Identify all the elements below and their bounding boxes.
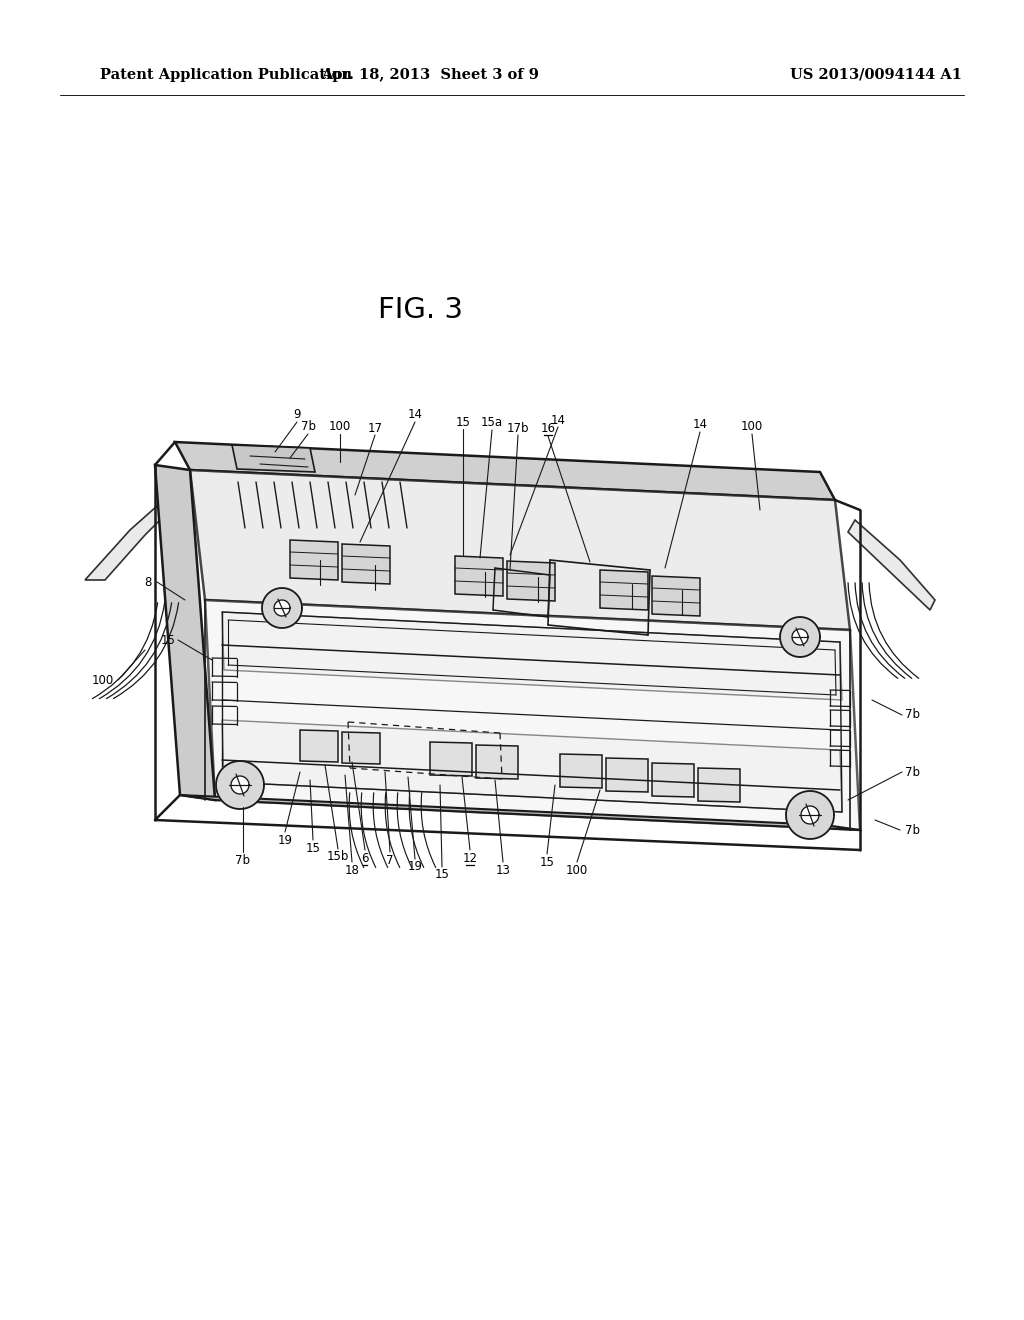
Text: 14: 14 xyxy=(692,418,708,432)
Text: FIG. 3: FIG. 3 xyxy=(378,296,463,323)
Polygon shape xyxy=(85,490,185,579)
Polygon shape xyxy=(476,744,518,779)
Polygon shape xyxy=(190,470,850,630)
Text: 7b: 7b xyxy=(905,766,920,779)
Polygon shape xyxy=(216,762,264,809)
Polygon shape xyxy=(698,768,740,803)
Text: 15b: 15b xyxy=(327,850,349,863)
Polygon shape xyxy=(155,465,215,800)
Polygon shape xyxy=(430,742,472,776)
Text: 17: 17 xyxy=(368,421,383,434)
Polygon shape xyxy=(652,576,700,616)
Text: 100: 100 xyxy=(329,421,351,433)
Text: 18: 18 xyxy=(344,863,359,876)
Polygon shape xyxy=(455,556,503,597)
Text: 100: 100 xyxy=(566,863,588,876)
Text: 7b: 7b xyxy=(236,854,251,866)
Polygon shape xyxy=(792,630,808,645)
Polygon shape xyxy=(786,791,834,840)
Polygon shape xyxy=(290,540,338,579)
Text: 15: 15 xyxy=(434,869,450,882)
Polygon shape xyxy=(274,601,290,616)
Text: 15: 15 xyxy=(540,855,554,869)
Polygon shape xyxy=(560,754,602,788)
Polygon shape xyxy=(780,616,820,657)
Polygon shape xyxy=(507,561,555,601)
Text: 15a: 15a xyxy=(481,417,503,429)
Polygon shape xyxy=(652,763,694,797)
Text: 15: 15 xyxy=(161,634,175,647)
Text: 7b: 7b xyxy=(905,709,920,722)
Polygon shape xyxy=(848,520,935,610)
Text: 14: 14 xyxy=(408,408,423,421)
Polygon shape xyxy=(262,587,302,628)
Text: 19: 19 xyxy=(408,861,423,874)
Polygon shape xyxy=(180,795,860,830)
Text: Apr. 18, 2013  Sheet 3 of 9: Apr. 18, 2013 Sheet 3 of 9 xyxy=(322,69,539,82)
Polygon shape xyxy=(342,733,380,764)
Polygon shape xyxy=(600,570,648,610)
Text: 8: 8 xyxy=(144,576,152,589)
Text: US 2013/0094144 A1: US 2013/0094144 A1 xyxy=(790,69,962,82)
Text: 9: 9 xyxy=(293,408,301,421)
Text: Patent Application Publication: Patent Application Publication xyxy=(100,69,352,82)
Text: 16: 16 xyxy=(541,421,555,434)
Text: 100: 100 xyxy=(92,673,114,686)
Polygon shape xyxy=(222,612,842,700)
Text: 12: 12 xyxy=(463,851,477,865)
Text: 19: 19 xyxy=(278,833,293,846)
Polygon shape xyxy=(801,807,819,824)
Polygon shape xyxy=(175,442,835,500)
Polygon shape xyxy=(300,730,338,762)
Polygon shape xyxy=(222,719,842,812)
Text: 6: 6 xyxy=(361,851,369,865)
Text: 13: 13 xyxy=(496,863,510,876)
Text: 15: 15 xyxy=(456,416,470,429)
Text: 17b: 17b xyxy=(507,421,529,434)
Polygon shape xyxy=(232,445,315,473)
Polygon shape xyxy=(205,601,860,830)
Text: 14: 14 xyxy=(551,413,565,426)
Polygon shape xyxy=(342,544,390,583)
Text: 100: 100 xyxy=(741,421,763,433)
Text: 15: 15 xyxy=(305,842,321,854)
Text: 7b: 7b xyxy=(300,421,315,433)
Polygon shape xyxy=(606,758,648,792)
Text: 7: 7 xyxy=(386,854,394,866)
Polygon shape xyxy=(231,776,249,795)
Text: 7b: 7b xyxy=(905,824,920,837)
